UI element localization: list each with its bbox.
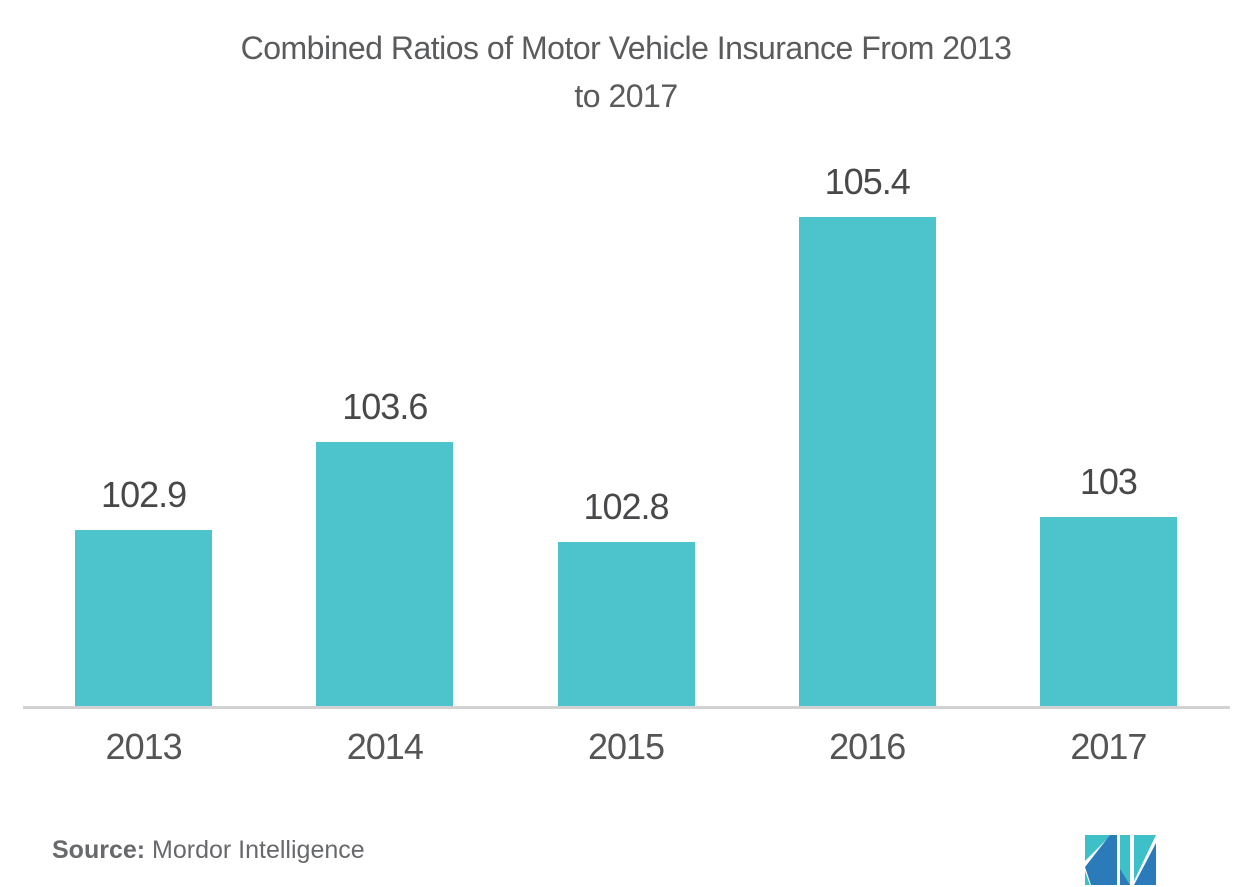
x-axis-line	[23, 706, 1230, 709]
chart-title-line1: Combined Ratios of Motor Vehicle Insuran…	[240, 30, 1012, 66]
logo-teal-bottom-sliver	[1085, 871, 1090, 885]
bar-slot: 105.4	[747, 161, 988, 706]
bar	[798, 217, 936, 706]
bar-value-label: 105.4	[824, 161, 911, 202]
bar	[1039, 517, 1177, 706]
bar-value-label: 102.8	[583, 486, 669, 527]
logo-teal-top-left	[1085, 835, 1111, 861]
bar-value-label: 103	[1079, 461, 1138, 502]
logo-blue-right-triangle	[1134, 843, 1156, 885]
x-axis-label: 2016	[829, 726, 906, 767]
bar	[557, 542, 695, 706]
bar	[316, 442, 454, 706]
bar-slot: 103	[988, 461, 1229, 706]
source-line: Source: Mordor Intelligence	[52, 836, 365, 865]
bars-row: 102.9 103.6 102.8 105.4 103	[23, 0, 1229, 706]
x-axis-label: 2017	[1070, 726, 1147, 767]
x-axis-label: 2015	[587, 726, 665, 767]
logo-blue-wedge	[1120, 869, 1130, 885]
chart-title-line2: to 2017	[574, 78, 678, 114]
chart-title: Combined Ratios of Motor Vehicle Insuran…	[0, 24, 1252, 120]
x-axis-label: 2013	[105, 726, 183, 767]
x-axis-label: 2014	[346, 726, 424, 767]
bar-slot: 103.6	[264, 386, 505, 706]
bar-value-label: 102.9	[101, 474, 187, 515]
logo-teal-middle-column	[1120, 835, 1130, 885]
bar	[75, 530, 213, 706]
bar-slot: 102.9	[23, 474, 264, 706]
logo-blue-diagonal	[1085, 835, 1117, 885]
x-axis-labels: 2013 2014 2015 2016 2017	[23, 726, 1229, 768]
source-text: Mordor Intelligence	[152, 836, 365, 864]
bar-value-label: 103.6	[342, 386, 428, 427]
bar-slot: 102.8	[505, 486, 746, 706]
mordor-intelligence-logo	[1085, 835, 1156, 885]
source-label: Source:	[52, 836, 146, 864]
logo-teal-right-triangle	[1134, 835, 1156, 881]
